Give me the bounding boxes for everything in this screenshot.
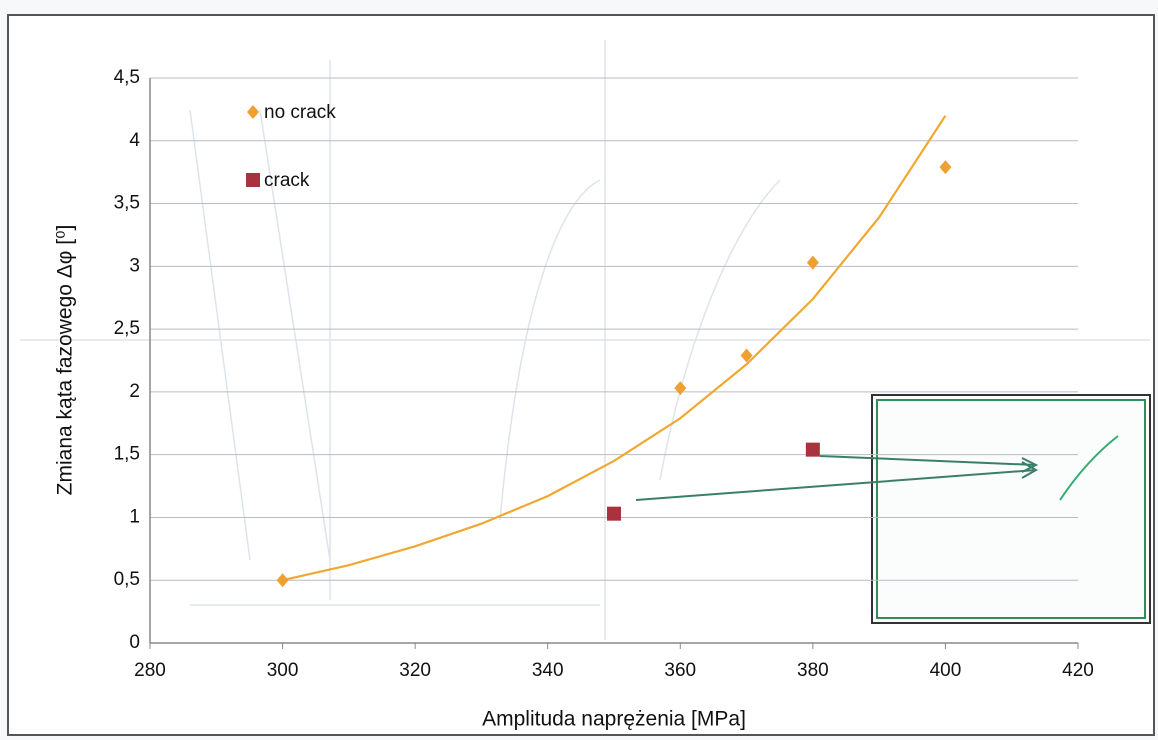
inset-border — [876, 399, 1146, 619]
x-tick-label: 280 — [134, 660, 166, 681]
y-tick-label: 4 — [129, 130, 140, 151]
x-tick-label: 300 — [267, 660, 299, 681]
x-tick-label: 420 — [1062, 660, 1094, 681]
x-tick-label: 320 — [399, 660, 431, 681]
data-point — [607, 506, 621, 521]
inset-curve — [1059, 435, 1119, 501]
legend-marker — [247, 105, 259, 119]
data-point — [740, 348, 753, 363]
data-point — [805, 442, 820, 457]
data-point — [806, 255, 819, 270]
y-tick-label: 2,5 — [114, 318, 140, 339]
inset-image — [871, 394, 1151, 624]
y-axis-label: Zmiana kąta fazowego Δφ [⁰] — [54, 225, 77, 496]
x-tick-label: 400 — [930, 660, 962, 681]
x-tick-label: 340 — [532, 660, 564, 681]
y-tick-label: 2 — [129, 381, 140, 402]
legend-label: no crack — [264, 102, 336, 123]
legend-marker — [246, 173, 260, 187]
x-tick-label: 360 — [664, 660, 696, 681]
y-tick-label: 3 — [129, 255, 140, 276]
y-tick-label: 1 — [129, 506, 140, 527]
data-point — [276, 573, 289, 588]
arrows — [635, 455, 1039, 501]
y-tick-label: 4,5 — [114, 67, 140, 88]
legend-label: crack — [264, 170, 310, 191]
chart-frame — [7, 14, 1155, 736]
y-tick-label: 3,5 — [114, 193, 140, 214]
data-point — [939, 160, 952, 175]
y-tick-label: 1,5 — [114, 444, 140, 465]
trend-line — [282, 115, 947, 582]
x-axis-label: Amplituda naprężenia [MPa] — [482, 708, 746, 731]
y-tick-label: 0 — [129, 632, 140, 653]
x-tick-label: 380 — [797, 660, 829, 681]
scan-background — [20, 40, 1150, 640]
y-tick-label: 0,5 — [114, 569, 140, 590]
data-point — [674, 381, 687, 396]
